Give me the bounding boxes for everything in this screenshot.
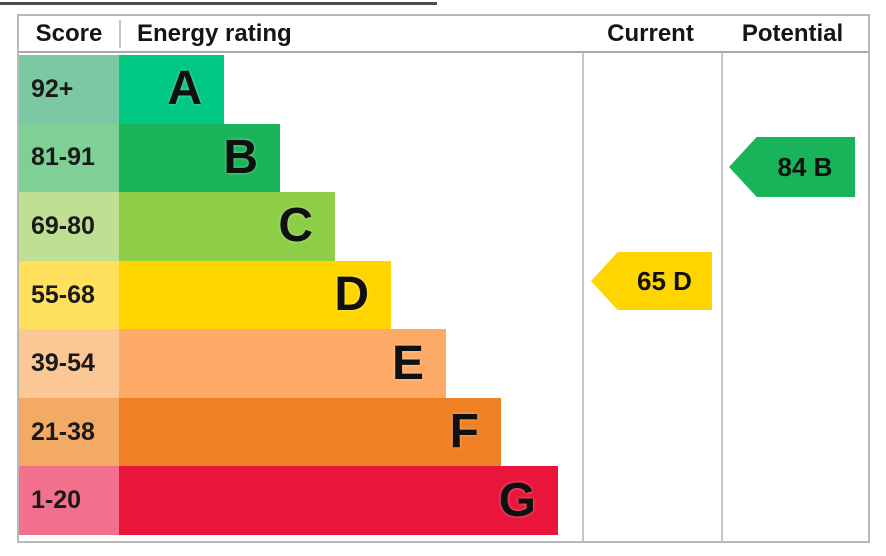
band-bar-c: C (119, 192, 335, 261)
table-header: Score Energy rating Current Potential (19, 16, 868, 53)
band-letter-f: F (449, 405, 479, 459)
column-divider-current (582, 16, 584, 541)
band-bar-d: D (119, 260, 391, 330)
band-letter-b: B (223, 130, 258, 184)
band-bar-b: B (119, 123, 280, 193)
band-letter-e: E (391, 336, 424, 390)
header-current: Current (607, 19, 694, 47)
band-rows: 92+ A 81-91 B 69-80 C 55-68 D (19, 55, 560, 536)
score-range-a: 92+ (19, 55, 119, 124)
band-bar-f: F (119, 397, 501, 467)
header-potential: Potential (741, 19, 844, 47)
band-row-b: 81-91 B (19, 123, 560, 193)
current-rating-label: 65 D (637, 265, 692, 296)
band-bar-a: A (119, 55, 224, 124)
score-range-e: 39-54 (19, 329, 119, 398)
band-letter-c: C (278, 199, 313, 253)
header-energy-rating: Energy rating (119, 19, 582, 48)
current-rating-arrow: 65 D (591, 252, 712, 310)
band-row-c: 69-80 C (19, 192, 560, 261)
band-bar-g: G (119, 466, 558, 536)
band-bar-e: E (119, 329, 446, 398)
potential-rating-label: 84 B (777, 151, 833, 182)
band-row-f: 21-38 F (19, 397, 560, 467)
score-range-c: 69-80 (19, 192, 119, 261)
score-range-g: 1-20 (19, 466, 119, 536)
epc-table: Score Energy rating Current Potential 92… (17, 14, 870, 543)
band-row-d: 55-68 D (19, 260, 560, 330)
score-range-f: 21-38 (19, 397, 119, 467)
score-range-d: 55-68 (19, 260, 119, 330)
band-letter-d: D (334, 268, 369, 322)
potential-rating-arrow: 84 B (729, 137, 855, 197)
band-row-g: 1-20 G (19, 466, 560, 536)
band-row-e: 39-54 E (19, 329, 560, 398)
score-range-b: 81-91 (19, 123, 119, 193)
band-letter-a: A (167, 62, 202, 116)
band-row-a: 92+ A (19, 55, 560, 124)
column-divider-potential (721, 16, 723, 541)
header-score: Score (35, 19, 103, 47)
band-letter-g: G (498, 473, 536, 527)
top-edge-line (0, 2, 437, 5)
